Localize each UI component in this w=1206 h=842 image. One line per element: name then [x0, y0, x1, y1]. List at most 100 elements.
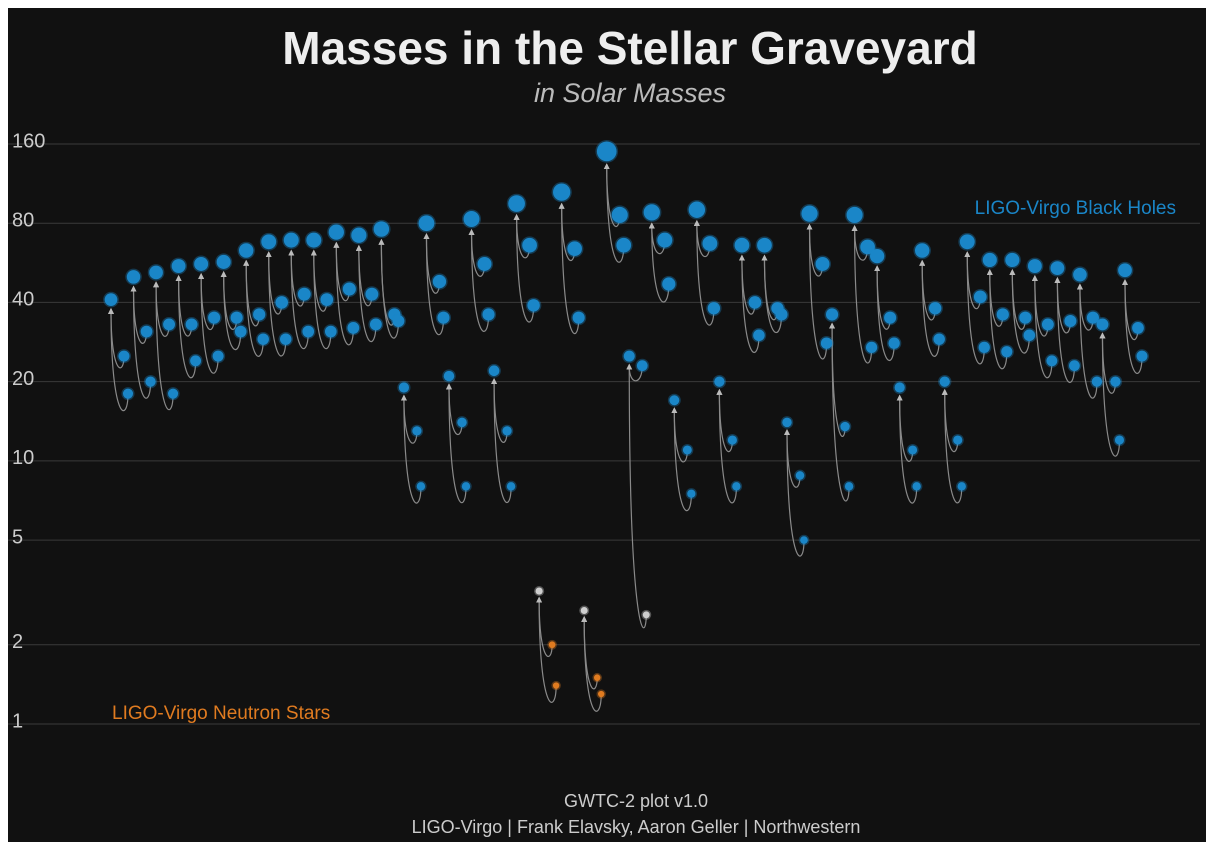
mass-dot-core — [461, 482, 471, 491]
mass-dot-core — [775, 308, 788, 321]
footer: LIGO-Virgo | Frank Elavsky, Aaron Geller… — [412, 817, 861, 837]
mass-dot-core — [1069, 360, 1080, 372]
merger-arrow — [446, 383, 467, 504]
chart-subtitle: in Solar Masses — [534, 78, 726, 108]
mass-dot-core — [432, 274, 447, 289]
mass-dot-core — [1096, 318, 1109, 331]
mass-dot-core — [457, 417, 467, 428]
mass-dot-core — [782, 417, 792, 428]
mass-dot-core — [636, 360, 648, 372]
mass-dot-core — [488, 365, 500, 377]
mass-dot-core — [734, 237, 750, 253]
mass-dot-core — [820, 337, 833, 349]
mass-dot-core — [118, 350, 130, 362]
mass-dot-core — [365, 287, 379, 301]
mass-dot-core — [702, 236, 718, 251]
mass-dot-core — [912, 482, 921, 491]
merger-arrow — [288, 249, 309, 350]
mass-dot-core — [1091, 376, 1103, 387]
mass-dot-core — [572, 311, 585, 324]
y-tick-label: 5 — [12, 526, 23, 548]
merger-arrow — [378, 238, 399, 339]
mass-dot-core — [297, 287, 311, 301]
merger-arrow — [423, 233, 445, 336]
legend-label: LIGO-Virgo Black Holes — [975, 198, 1176, 219]
merger-arrow — [558, 202, 580, 335]
y-tick-label: 1 — [12, 710, 23, 732]
y-tick-label: 160 — [12, 130, 45, 152]
mass-dot-core — [840, 421, 850, 432]
merger-arrow — [738, 254, 760, 353]
mass-dot-core — [508, 195, 525, 212]
mass-dot-core — [598, 690, 605, 698]
merger-arrow — [693, 219, 715, 326]
mass-dot-core — [443, 370, 455, 382]
mass-dot-core — [373, 221, 390, 237]
mass-dot-core — [914, 243, 930, 258]
mass-dot-core — [194, 256, 209, 271]
merger-arrow — [851, 225, 873, 364]
mass-dot-core — [860, 239, 875, 255]
mass-dot-core — [939, 376, 950, 387]
mass-dot-core — [212, 350, 224, 362]
mass-dot-core — [825, 308, 839, 321]
merger-arrow — [761, 254, 783, 333]
merger-arrow — [896, 394, 918, 504]
merger-arrow — [468, 228, 490, 332]
mass-dot-core — [933, 333, 945, 345]
merger-arrow — [198, 272, 219, 374]
mass-dot-core — [795, 471, 805, 480]
mass-dot-core — [1114, 435, 1125, 445]
mass-dot-core — [351, 227, 367, 243]
mass-dot-core — [714, 376, 725, 387]
merger-arrow — [400, 394, 422, 504]
mass-dot-core — [185, 318, 198, 331]
mass-dot-core — [593, 674, 601, 681]
mass-dot-core — [1118, 263, 1132, 278]
mass-dot-core — [261, 234, 277, 250]
mass-dot-core — [1073, 267, 1087, 282]
mass-dot-core — [552, 682, 560, 689]
mass-dot-core — [959, 234, 975, 250]
mass-dot-core — [800, 536, 808, 544]
mass-dot-core — [978, 341, 990, 353]
mass-dot-core — [398, 382, 410, 393]
mass-dot-core — [324, 325, 337, 338]
mass-dot-core — [122, 388, 134, 399]
mass-dot-core — [1046, 355, 1058, 367]
mass-dot-core — [238, 243, 254, 258]
merger-arrow — [1054, 277, 1075, 383]
mass-dot-core — [230, 311, 243, 324]
mass-dot-core — [163, 318, 176, 331]
mass-dot-core — [1019, 311, 1032, 324]
mass-dot-core — [888, 337, 900, 349]
mass-dot-core — [1005, 252, 1020, 268]
mass-dot-core — [190, 355, 202, 367]
mass-dot-core — [369, 318, 382, 331]
mass-dot-core — [535, 587, 543, 595]
mass-dot-core — [347, 322, 360, 334]
mass-dot-core — [168, 388, 179, 399]
merger-arrow — [784, 429, 805, 557]
mass-dot-core — [126, 270, 141, 284]
mass-dot-core — [643, 204, 660, 221]
y-tick-label: 80 — [12, 209, 34, 231]
mass-dot-core — [306, 232, 322, 248]
mass-dot-core — [412, 426, 422, 436]
mass-dot-core — [208, 311, 221, 324]
mass-dot-core — [257, 333, 269, 345]
merger-arrow — [941, 388, 963, 504]
mass-dot-core — [437, 311, 450, 324]
mass-dot-core — [216, 254, 231, 269]
mass-dot-core — [732, 482, 741, 491]
mass-dot-core — [1050, 261, 1065, 276]
merger-arrow — [513, 213, 535, 323]
mass-dot-core — [145, 376, 156, 387]
mass-dot-core — [996, 308, 1009, 321]
merger-arrow — [716, 388, 737, 504]
merger-arrow — [220, 270, 242, 351]
merger-arrow — [1122, 279, 1143, 374]
y-tick-label: 2 — [12, 631, 23, 653]
